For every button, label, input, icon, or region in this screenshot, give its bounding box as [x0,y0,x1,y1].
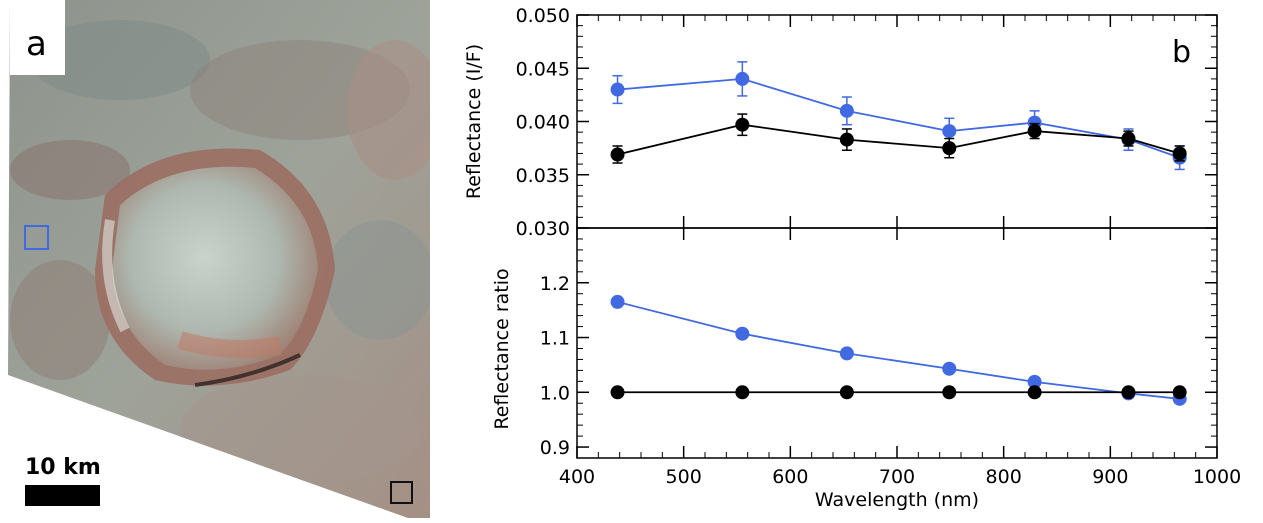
ratio-y-axis-label: Reflectance ratio [491,268,513,429]
x-tick-label: 700 [879,466,915,488]
black-region-box [390,481,413,504]
ratio-series-line-0 [617,301,1180,400]
reflectance-y-tick-label: 0.040 [516,112,570,134]
label-box [10,0,65,75]
reflectance-y-axis-label: Reflectance (I/F) [463,44,485,199]
reflectance-data-point [735,71,750,86]
reflectance-data-point [735,117,750,132]
x-axis-label: Wavelength (nm) [815,489,979,511]
ratio-data-point [1027,374,1042,389]
ratio-data-point [839,346,854,361]
panel-label-a: a [26,24,47,64]
scale-bar [25,485,100,506]
reflectance-plot: Reflectance (I/F) b 0.030 0.035 0.040 0.045… [463,5,1218,240]
ratio-y-tick-label: 1.1 [540,328,570,350]
ratio-data-point [735,385,750,400]
ratio-data-point [942,361,957,376]
reflectance-y-tick-label: 0.045 [516,58,570,80]
scale-bar-label: 10 km [25,455,101,480]
x-tick-label: 800 [986,466,1022,488]
reflectance-series-line-0 [617,77,1180,159]
ratio-y-tick-label: 1.2 [540,273,570,295]
crater-image: a 10 km [8,0,430,518]
reflectance-data-point [839,103,854,118]
ratio-data-point [942,385,957,400]
ratio-plot-frame [576,227,1218,459]
ratio-data-point [610,294,625,309]
reflectance-data-point [839,132,854,147]
ratio-data-point [839,385,854,400]
ratio-data-point [610,385,625,400]
spectra-chart: Reflectance (I/F) b 0.030 0.035 0.040 0.045… [463,5,1241,511]
ratio-plot: Reflectance ratio Wavelength (nm) 0.9 1.0… [491,227,1241,511]
x-tick-label: 400 [559,466,595,488]
panel-label-b: b [1172,35,1191,70]
small-crater [347,40,430,180]
reflectance-data-point [610,147,625,162]
x-tick-label: 900 [1092,466,1128,488]
panel-b-charts: Reflectance (I/F) b 0.030 0.035 0.040 0.045… [440,0,1263,518]
ratio-data-point [1121,385,1136,400]
reflectance-data-point [942,141,957,156]
reflectance-data-point [1027,124,1042,139]
x-tick-label: 500 [666,466,702,488]
x-tick-label: 1000 [1193,466,1241,488]
blue-region-box [24,225,49,250]
reflectance-data-point [942,124,957,139]
ratio-data-point [1172,385,1187,400]
ratio-data-point [735,326,750,341]
reflectance-data-point [1121,131,1136,146]
ratio-data-point [1027,385,1042,400]
reflectance-y-tick-label: 0.050 [516,5,570,27]
reflectance-series-line-1 [617,123,1180,156]
reflectance-data-point [1172,146,1187,161]
panel-a-image: a 10 km [0,0,440,518]
x-tick-label: 600 [772,466,808,488]
reflectance-data-point [610,82,625,97]
ratio-y-tick-label: 0.9 [540,437,570,459]
reflectance-y-tick-label: 0.035 [516,165,570,187]
reflectance-y-tick-label: 0.030 [516,218,570,240]
ratio-y-tick-label: 1.0 [540,382,570,404]
crater-floor [112,166,318,370]
